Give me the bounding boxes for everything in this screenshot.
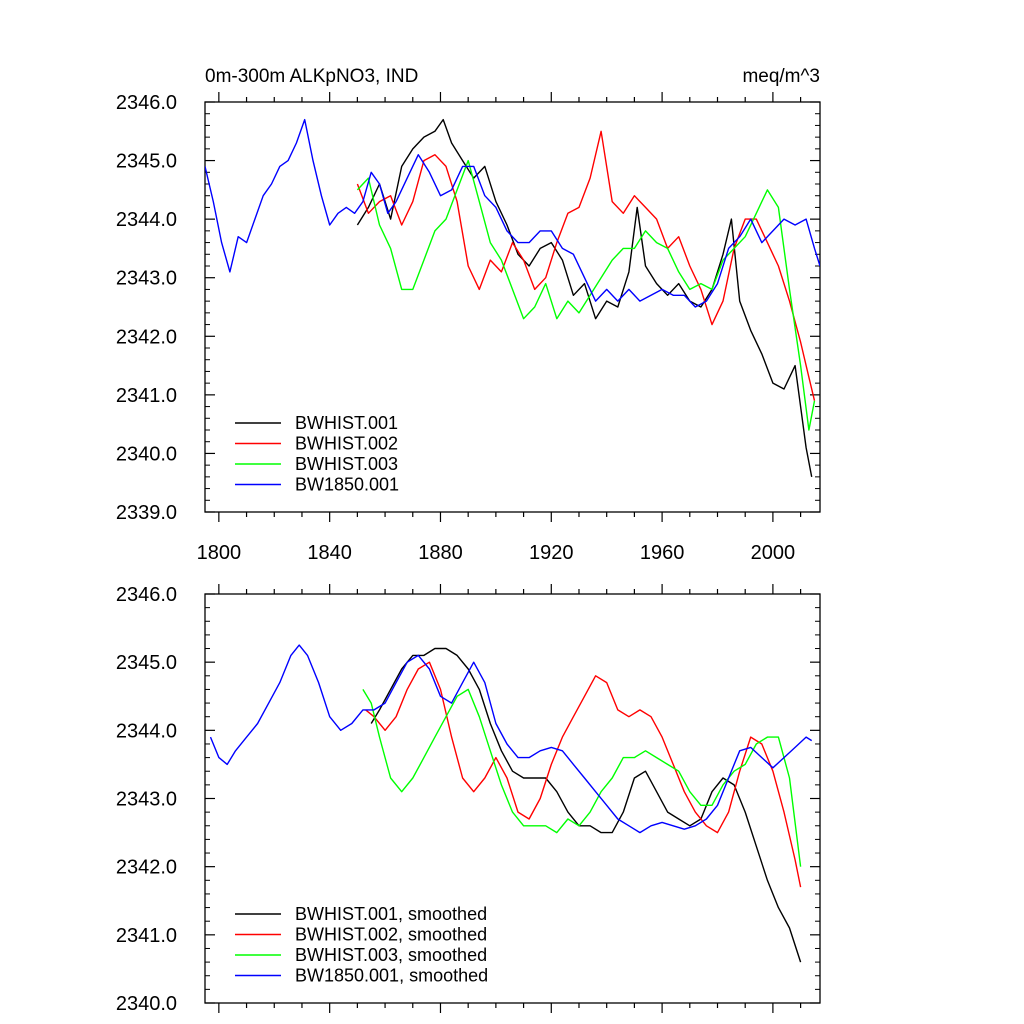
x-tick-label: 1880 <box>418 542 463 564</box>
y-tick-label: 2340.0 <box>116 443 177 465</box>
y-tick-label: 2343.0 <box>116 268 177 290</box>
x-tick-label: 1920 <box>529 542 574 564</box>
y-tick-label: 2345.0 <box>116 652 177 674</box>
y-tick-label: 2340.0 <box>116 993 177 1015</box>
top-chart-panel: 2339.0 2340.0 2341.0 2342.0 2343.0 2344.0 2345… <box>116 66 821 564</box>
series-line-bwhist-003-smoothed <box>362 688 802 867</box>
series-line-bwhist-002 <box>356 130 816 401</box>
bottom-chart-panel: 2340.0 2341.0 2342.0 2343.0 2344.0 2345.0 2346… <box>116 584 821 1015</box>
legend-label: BW1850.001, smoothed <box>295 966 488 986</box>
chart-title: 0m-300m ALKpNO3, IND <box>205 66 418 87</box>
series-line-bw1850-001 <box>205 118 820 308</box>
series-line-bwhist-002-smoothed <box>365 661 802 888</box>
legend-label: BWHIST.002 <box>295 434 398 454</box>
y-tick-label: 2341.0 <box>116 925 177 947</box>
x-tick-label: 1960 <box>640 542 685 564</box>
legend-label: BWHIST.002, smoothed <box>295 925 487 945</box>
series-line-bw1850-001-smoothed <box>209 644 813 834</box>
x-tick-label: 2000 <box>751 542 796 564</box>
y-tick-label: 2343.0 <box>116 789 177 811</box>
y-tick-label: 2342.0 <box>116 857 177 879</box>
y-tick-label: 2342.0 <box>116 326 177 348</box>
plot-frame <box>204 101 821 513</box>
y-tick-label: 2339.0 <box>116 502 177 524</box>
y-tick-label: 2346.0 <box>116 584 177 606</box>
y-tick-label: 2344.0 <box>116 209 177 231</box>
y-tick-label: 2345.0 <box>116 151 177 173</box>
units-label: meq/m^3 <box>742 66 820 87</box>
series-line-bwhist-001-smoothed <box>370 647 802 963</box>
y-tick-label: 2346.0 <box>116 92 177 114</box>
legend-label: BWHIST.003 <box>295 454 398 474</box>
x-tick-label: 1840 <box>307 542 352 564</box>
y-tick-label: 2344.0 <box>116 720 177 742</box>
legend-label: BWHIST.003, smoothed <box>295 945 487 965</box>
legend-label: BWHIST.001 <box>295 413 398 433</box>
y-tick-label: 2341.0 <box>116 385 177 407</box>
series-line-bwhist-003 <box>356 159 816 431</box>
x-tick-label: 1800 <box>197 542 242 564</box>
legend-label: BWHIST.001, smoothed <box>295 904 487 924</box>
series-line-bwhist-001 <box>356 118 813 478</box>
legend-label: BW1850.001 <box>295 475 399 495</box>
